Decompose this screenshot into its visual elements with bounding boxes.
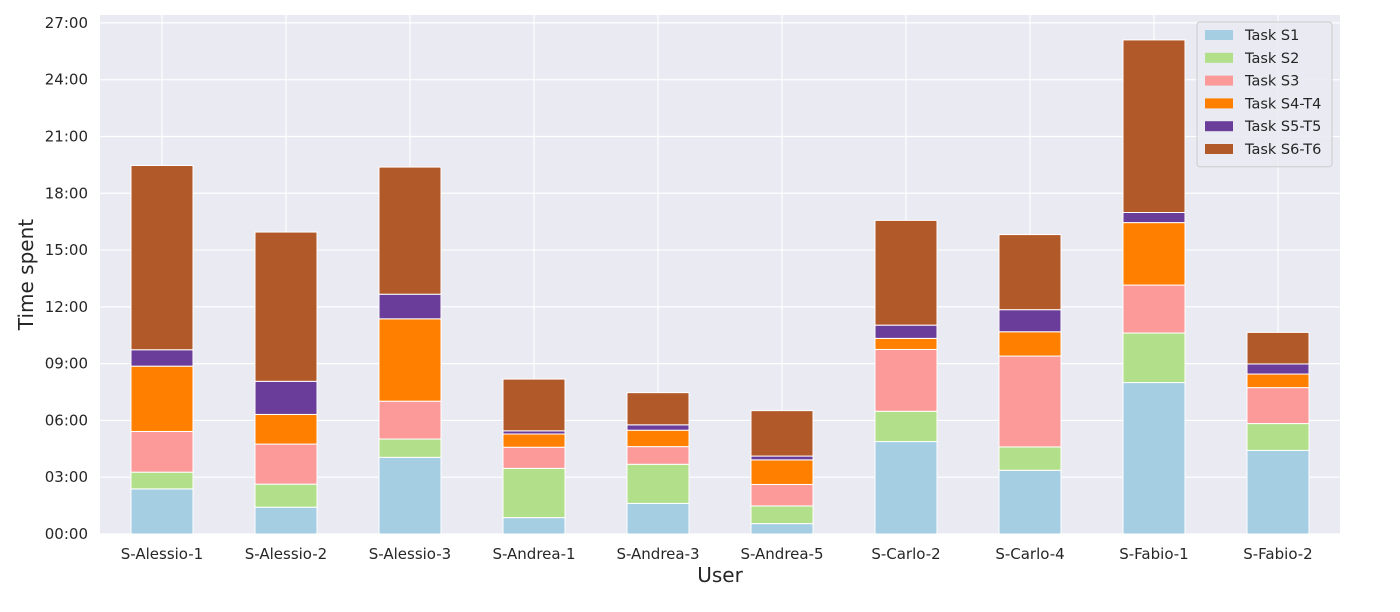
- bar-segment: [874, 337, 938, 350]
- y-tick-label: 21:00: [45, 127, 88, 145]
- bar-segment: [254, 380, 318, 415]
- bar-segment: [378, 166, 442, 295]
- bar-segment: [130, 471, 194, 490]
- bar-segment: [1246, 331, 1310, 365]
- bar-segment: [626, 392, 690, 426]
- bar-segment: [874, 441, 938, 535]
- y-tick-label: 15:00: [45, 241, 88, 259]
- bar-segment: [1122, 332, 1186, 384]
- bar-segment: [254, 231, 318, 382]
- bar-segment: [378, 456, 442, 535]
- bar-segment: [750, 459, 814, 485]
- bar-segment: [998, 309, 1062, 333]
- bar-segment: [1246, 449, 1310, 535]
- bar-segment: [874, 219, 938, 326]
- legend-swatch: [1205, 52, 1233, 63]
- bar-segment: [750, 523, 814, 535]
- bar-segment: [750, 505, 814, 525]
- bar-segment: [998, 446, 1062, 471]
- x-tick-label: S-Fabio-2: [1243, 545, 1312, 563]
- bar-segment: [1122, 382, 1186, 535]
- y-tick-label: 24:00: [45, 71, 88, 89]
- x-tick-label: S-Alessio-2: [245, 545, 327, 563]
- legend-label: Task S2: [1244, 51, 1299, 67]
- bar-segment: [1122, 284, 1186, 334]
- bar-segment: [1122, 212, 1186, 224]
- y-tick-labels: 00:00 03:00 06:00 09:00 12:00 15:00 18:00 21:00…: [45, 14, 88, 543]
- bar-segment: [1246, 423, 1310, 451]
- x-tick-labels: S-Alessio-1 S-Alessio-2 S-Alessio-3 S-Andre…: [121, 545, 1313, 563]
- bar-segment: [378, 318, 442, 402]
- bar-segment: [502, 433, 566, 448]
- bar-segment: [626, 446, 690, 465]
- legend-swatch: [1205, 30, 1233, 40]
- bar-segment: [254, 483, 318, 508]
- legend-swatch: [1205, 75, 1233, 86]
- bar-segment: [998, 469, 1062, 535]
- bar-segment: [254, 413, 318, 445]
- y-axis-title: Time spent: [14, 219, 38, 331]
- bar-segment: [626, 463, 690, 504]
- bar-segment: [130, 349, 194, 367]
- legend: Task S1 Task S2 Task S3 Task S4-T4 Task S5-T…: [1196, 21, 1333, 168]
- bar-segment: [1246, 363, 1310, 375]
- bar-segment: [874, 324, 938, 339]
- y-tick-label: 18:00: [45, 184, 88, 202]
- y-tick-label: 06:00: [45, 411, 88, 429]
- bars-group: [130, 39, 1310, 535]
- bar-segment: [502, 517, 566, 535]
- x-tick-label: S-Fabio-1: [1119, 545, 1188, 563]
- x-tick-label: S-Alessio-3: [369, 545, 451, 563]
- legend-swatch: [1205, 98, 1233, 109]
- bar-segment: [502, 467, 566, 519]
- bar-segment: [378, 293, 442, 320]
- x-tick-label: S-Alessio-1: [121, 545, 203, 563]
- bar-segment: [874, 410, 938, 443]
- bar-segment: [998, 331, 1062, 357]
- bar-segment: [1246, 387, 1310, 425]
- bar-segment: [502, 446, 566, 469]
- bar-segment: [874, 348, 938, 412]
- bar-segment: [750, 483, 814, 507]
- bar-segment: [750, 410, 814, 457]
- y-tick-label: 12:00: [45, 298, 88, 316]
- legend-label: Task S1: [1244, 28, 1299, 44]
- bar-segment: [254, 443, 318, 485]
- x-axis-title: User: [697, 563, 743, 587]
- bar-segment: [626, 424, 690, 431]
- bar-segment: [626, 502, 690, 535]
- bar-segment: [502, 378, 566, 432]
- y-tick-label: 00:00: [45, 525, 88, 543]
- x-tick-label: S-Carlo-2: [871, 545, 940, 563]
- x-tick-label: S-Andrea-3: [616, 545, 699, 563]
- bar-segment: [378, 400, 442, 440]
- bar-segment: [1122, 39, 1186, 214]
- legend-swatch: [1205, 144, 1233, 154]
- legend-label: Task S3: [1244, 74, 1299, 90]
- bar-segment: [130, 164, 194, 351]
- y-tick-label: 27:00: [45, 14, 88, 32]
- x-tick-label: S-Carlo-4: [995, 545, 1064, 563]
- bar-segment: [254, 506, 318, 535]
- x-tick-label: S-Andrea-5: [740, 545, 823, 563]
- bar-segment: [626, 429, 690, 448]
- y-tick-label: 09:00: [45, 355, 88, 373]
- x-tick-label: S-Andrea-1: [492, 545, 575, 563]
- legend-label: Task S4-T4: [1244, 96, 1321, 112]
- bar-segment: [130, 430, 194, 473]
- bar-segment: [130, 365, 194, 432]
- bar-segment: [1246, 373, 1310, 389]
- legend-label: Task S5-T5: [1244, 119, 1321, 135]
- bar-segment: [1122, 222, 1186, 286]
- legend-label: Task S6-T6: [1244, 142, 1321, 158]
- y-tick-label: 03:00: [45, 468, 88, 486]
- bar-segment: [750, 455, 814, 461]
- bar-segment: [998, 355, 1062, 448]
- bar-segment: [130, 488, 194, 535]
- legend-swatch: [1205, 121, 1233, 132]
- bar-segment: [378, 438, 442, 458]
- bar-segment: [998, 234, 1062, 311]
